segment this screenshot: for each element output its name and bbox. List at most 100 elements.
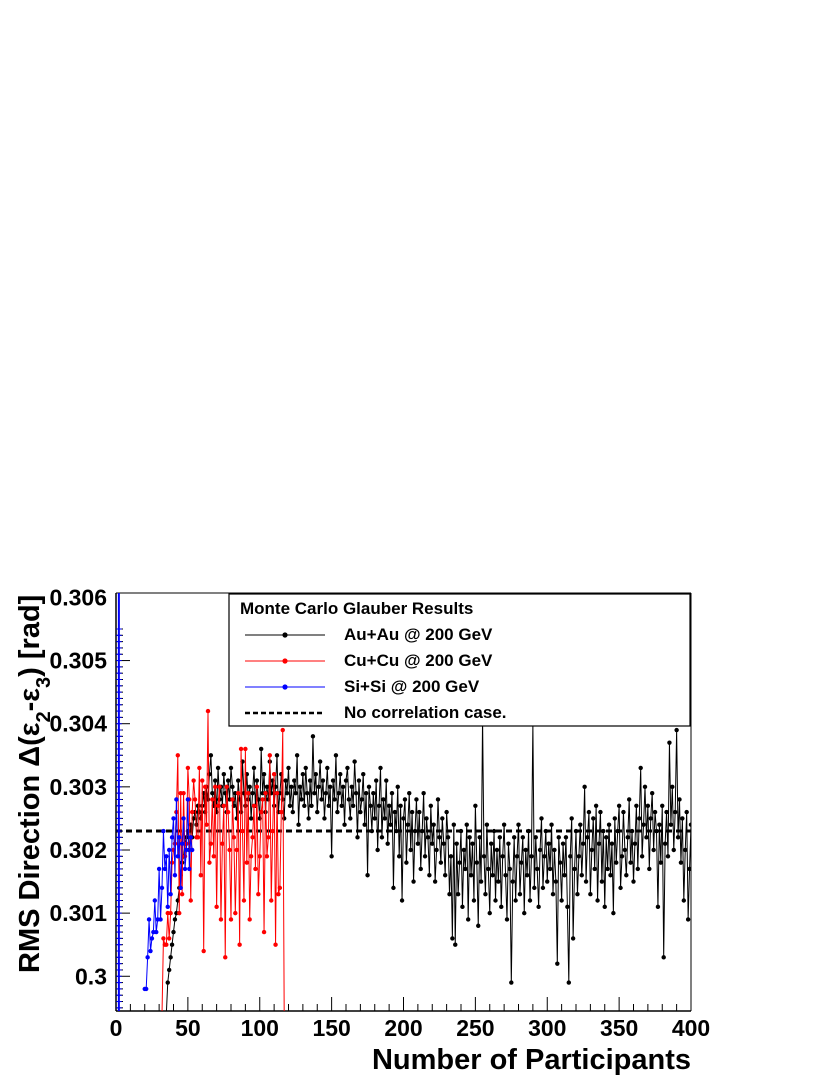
data-point-sisi bbox=[171, 816, 176, 821]
data-point-auau bbox=[258, 746, 264, 752]
data-point-sisi bbox=[158, 917, 163, 922]
series-layer bbox=[116, 593, 704, 1016]
data-point-auau bbox=[649, 790, 655, 796]
data-point-auau bbox=[655, 904, 661, 910]
y-axis-title-sub-3: 3 bbox=[33, 677, 55, 688]
data-point-sisi bbox=[189, 847, 195, 853]
data-point-auau bbox=[356, 778, 362, 783]
data-point-auau bbox=[700, 873, 704, 877]
data-point-cucu bbox=[282, 1012, 286, 1016]
data-point-auau bbox=[592, 866, 597, 872]
data-point-sisi bbox=[168, 891, 173, 897]
series-sisi bbox=[142, 797, 195, 992]
data-point-sisi bbox=[188, 835, 193, 840]
data-point-auau bbox=[517, 891, 523, 897]
y-axis-title-prefix: RMS Direction Δ(ε bbox=[14, 722, 46, 973]
series-line-auau bbox=[165, 717, 691, 1011]
data-point-auau bbox=[504, 917, 510, 922]
data-point-cucu bbox=[221, 803, 227, 808]
data-point-auau bbox=[165, 980, 170, 985]
data-point-auau bbox=[399, 898, 405, 903]
data-point-auau bbox=[631, 879, 636, 884]
data-point-auau bbox=[667, 740, 672, 745]
data-point-sisi bbox=[169, 835, 175, 840]
data-point-cucu bbox=[192, 797, 198, 802]
data-point-cucu bbox=[277, 885, 283, 891]
data-point-auau bbox=[585, 835, 590, 840]
data-point-auau bbox=[467, 835, 472, 840]
data-point-cucu bbox=[228, 917, 234, 922]
data-point-auau bbox=[394, 828, 399, 834]
data-point-cucu bbox=[202, 784, 208, 790]
data-point-auau bbox=[606, 822, 612, 827]
data-point-auau bbox=[297, 784, 303, 790]
data-point-cucu bbox=[217, 784, 222, 790]
data-point-auau bbox=[635, 866, 641, 872]
data-point-auau bbox=[395, 784, 400, 790]
data-point-auau bbox=[302, 803, 307, 808]
data-point-auau bbox=[171, 929, 176, 935]
data-point-auau bbox=[418, 866, 423, 872]
data-point-cucu bbox=[191, 778, 196, 783]
data-point-cucu bbox=[200, 778, 205, 783]
data-point-cucu bbox=[220, 841, 225, 846]
data-point-auau bbox=[645, 803, 651, 808]
data-point-auau bbox=[317, 759, 323, 764]
data-point-auau bbox=[537, 847, 543, 853]
data-point-auau bbox=[477, 835, 482, 840]
data-point-auau bbox=[547, 866, 553, 872]
data-point-auau bbox=[378, 765, 383, 771]
x-tick-label: 400 bbox=[672, 1015, 710, 1041]
data-point-auau bbox=[243, 803, 248, 808]
data-point-cucu bbox=[205, 708, 211, 714]
data-point-auau bbox=[697, 810, 701, 814]
data-point-cucu bbox=[164, 942, 169, 947]
legend-label-cucu: Cu+Cu @ 200 GeV bbox=[344, 651, 493, 670]
data-point-auau bbox=[557, 860, 563, 865]
data-point-auau bbox=[427, 873, 432, 878]
data-point-auau bbox=[559, 898, 564, 903]
data-point-cucu bbox=[223, 955, 228, 960]
data-point-cucu bbox=[225, 809, 231, 815]
data-point-auau bbox=[583, 879, 589, 884]
data-point-auau bbox=[455, 891, 461, 897]
y-tick-label: 0.305 bbox=[49, 648, 107, 674]
data-point-auau bbox=[696, 759, 700, 763]
data-point-auau bbox=[457, 860, 462, 865]
data-point-auau bbox=[503, 873, 508, 878]
data-point-cucu bbox=[251, 803, 257, 808]
data-point-auau bbox=[254, 778, 260, 783]
data-point-auau bbox=[543, 828, 549, 834]
data-point-sisi bbox=[172, 873, 178, 878]
data-point-auau bbox=[566, 980, 572, 985]
data-point-auau bbox=[614, 860, 619, 865]
data-point-auau bbox=[496, 879, 501, 884]
data-point-auau bbox=[657, 822, 662, 827]
data-point-auau bbox=[350, 803, 356, 808]
legend-label-no-correlation: No correlation case. bbox=[344, 703, 507, 722]
data-point-auau bbox=[608, 873, 613, 878]
data-point-auau bbox=[323, 790, 329, 796]
data-point-cucu bbox=[279, 809, 284, 815]
y-tick-label: 0.306 bbox=[49, 584, 107, 610]
data-point-auau bbox=[322, 816, 327, 821]
data-point-auau bbox=[662, 841, 668, 846]
data-point-auau bbox=[352, 759, 357, 764]
data-point-auau bbox=[251, 765, 257, 771]
data-point-auau bbox=[527, 898, 533, 903]
data-point-auau bbox=[319, 797, 324, 802]
data-point-auau bbox=[639, 854, 645, 859]
data-point-auau bbox=[605, 866, 610, 872]
data-point-sisi bbox=[152, 898, 158, 903]
data-point-cucu bbox=[208, 841, 214, 846]
data-point-cucu bbox=[243, 746, 248, 752]
data-point-auau bbox=[536, 904, 541, 910]
data-point-auau bbox=[409, 809, 415, 815]
data-point-cucu bbox=[254, 784, 260, 790]
data-point-auau bbox=[520, 835, 526, 840]
data-point-auau bbox=[376, 803, 382, 808]
data-point-auau bbox=[699, 936, 703, 940]
data-point-cucu bbox=[233, 910, 238, 916]
data-point-cucu bbox=[250, 835, 255, 840]
series-auau bbox=[165, 715, 704, 1011]
